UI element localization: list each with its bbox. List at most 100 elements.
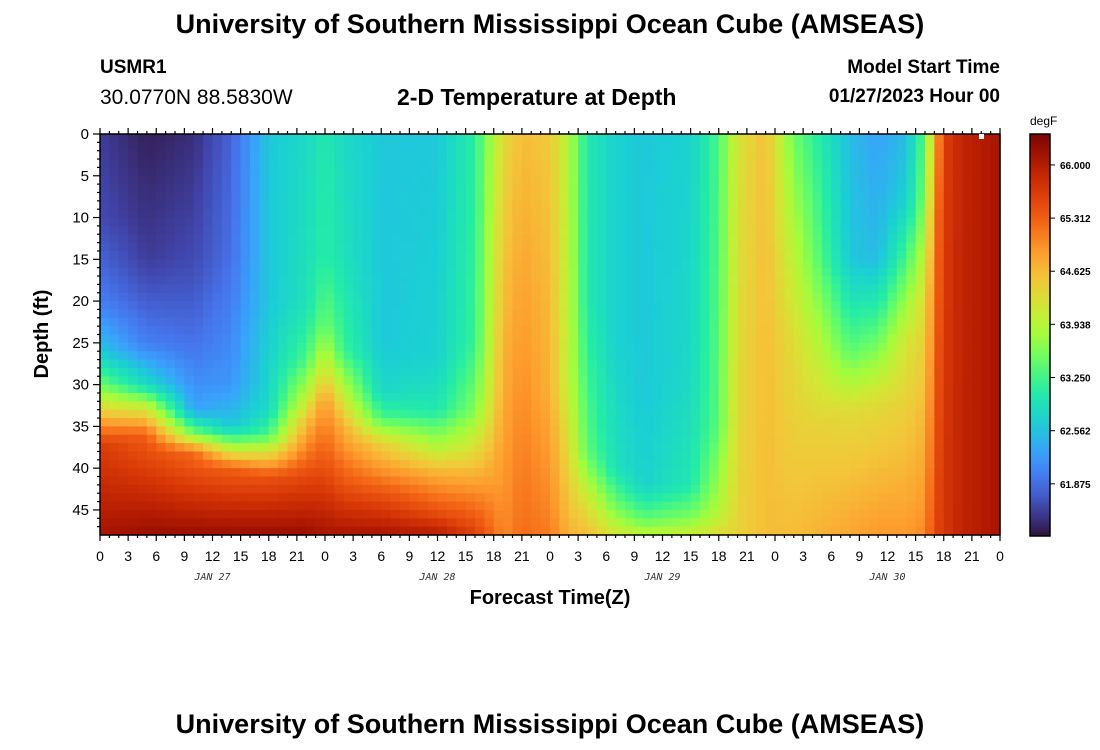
heat-cell bbox=[868, 142, 879, 152]
heat-cell bbox=[728, 509, 739, 519]
heat-cell bbox=[596, 484, 607, 494]
heat-cell bbox=[465, 250, 476, 260]
heat-cell bbox=[559, 142, 570, 152]
x-tick-label: 15 bbox=[908, 548, 924, 564]
heat-cell bbox=[531, 326, 542, 336]
heat-cell bbox=[521, 476, 532, 486]
heat-cell bbox=[671, 259, 682, 269]
heat-cell bbox=[671, 284, 682, 294]
heat-cell bbox=[503, 200, 514, 210]
heat-cell bbox=[981, 250, 992, 260]
heat-cell bbox=[821, 200, 832, 210]
heat-cell bbox=[803, 376, 814, 386]
heat-cell bbox=[456, 175, 467, 185]
heat-cell bbox=[137, 434, 148, 444]
heat-cell bbox=[803, 459, 814, 469]
x-tick-label: 3 bbox=[799, 548, 807, 564]
heat-cell bbox=[868, 392, 879, 402]
heat-cell bbox=[315, 250, 326, 260]
heat-cell bbox=[784, 509, 795, 519]
heat-cell bbox=[690, 509, 701, 519]
heat-cell bbox=[456, 225, 467, 235]
heat-cell bbox=[784, 526, 795, 536]
heat-cell bbox=[371, 184, 382, 194]
heat-cell bbox=[334, 401, 345, 411]
heat-cell bbox=[137, 159, 148, 169]
heat-cell bbox=[643, 484, 654, 494]
heat-cell bbox=[981, 376, 992, 386]
heat-cell bbox=[840, 493, 851, 503]
heat-cell bbox=[700, 384, 710, 394]
heat-cell bbox=[943, 459, 954, 469]
heat-cell bbox=[418, 476, 429, 486]
heat-cell bbox=[175, 526, 185, 536]
heat-cell bbox=[756, 359, 767, 369]
heat-cell bbox=[137, 242, 148, 252]
heat-cell bbox=[371, 376, 382, 386]
heat-cell bbox=[493, 401, 504, 411]
heat-cell bbox=[390, 376, 401, 386]
heat-cell bbox=[662, 209, 673, 219]
heat-cell bbox=[587, 250, 598, 260]
heat-cell bbox=[625, 426, 635, 436]
heat-cell bbox=[259, 359, 270, 369]
heat-cell bbox=[278, 242, 289, 252]
heat-cell bbox=[409, 150, 420, 160]
heat-cell bbox=[493, 334, 504, 344]
heat-cell bbox=[700, 159, 710, 169]
heat-cell bbox=[700, 192, 710, 202]
heat-cell bbox=[334, 359, 345, 369]
heat-cell bbox=[531, 301, 542, 311]
heat-cell bbox=[821, 418, 832, 427]
heat-cell bbox=[315, 409, 326, 419]
heat-cell bbox=[212, 392, 223, 402]
heat-cell bbox=[193, 217, 204, 227]
heat-cell bbox=[831, 401, 842, 411]
heat-cell bbox=[840, 225, 851, 235]
heat-cell bbox=[906, 242, 917, 252]
heat-cell bbox=[175, 192, 185, 202]
heat-cell bbox=[896, 334, 907, 344]
heat-cell bbox=[184, 426, 195, 436]
heat-cell bbox=[718, 501, 729, 511]
heat-cell bbox=[746, 242, 757, 252]
heat-cell bbox=[953, 376, 964, 386]
heat-cell bbox=[465, 493, 476, 503]
heat-cell bbox=[437, 392, 448, 402]
heat-cell bbox=[409, 234, 420, 244]
heat-cell bbox=[896, 317, 907, 327]
x-tick-label: 3 bbox=[574, 548, 582, 564]
heat-cell bbox=[840, 367, 851, 377]
heat-cell bbox=[971, 234, 982, 244]
heat-cell bbox=[896, 242, 907, 252]
heat-cell bbox=[850, 175, 860, 185]
heat-cell bbox=[362, 476, 373, 486]
heat-cell bbox=[831, 484, 842, 494]
heat-cell bbox=[587, 418, 598, 427]
heat-cell bbox=[428, 459, 439, 469]
heat-cell bbox=[690, 518, 701, 528]
heat-cell bbox=[831, 267, 842, 277]
heat-cell bbox=[587, 476, 598, 486]
heat-cell bbox=[165, 509, 176, 519]
heat-cell bbox=[925, 493, 935, 503]
heat-cell bbox=[334, 234, 345, 244]
heat-cell bbox=[259, 376, 270, 386]
heat-cell bbox=[540, 292, 551, 302]
heat-cell bbox=[709, 376, 720, 386]
heat-cell bbox=[671, 242, 682, 252]
heat-cell bbox=[953, 317, 964, 327]
heat-cell bbox=[737, 134, 748, 143]
heat-cell bbox=[184, 217, 195, 227]
heat-cell bbox=[878, 284, 889, 294]
heat-cell bbox=[437, 518, 448, 528]
footer-title: University of Southern Mississippi Ocean… bbox=[175, 709, 925, 739]
heat-cell bbox=[559, 476, 570, 486]
heat-cell bbox=[943, 276, 954, 285]
heat-cell bbox=[634, 284, 645, 294]
heat-cell bbox=[456, 209, 467, 219]
heat-cell bbox=[165, 392, 176, 402]
heat-cell bbox=[193, 451, 204, 461]
heat-cell bbox=[615, 192, 626, 202]
heat-cell bbox=[718, 359, 729, 369]
